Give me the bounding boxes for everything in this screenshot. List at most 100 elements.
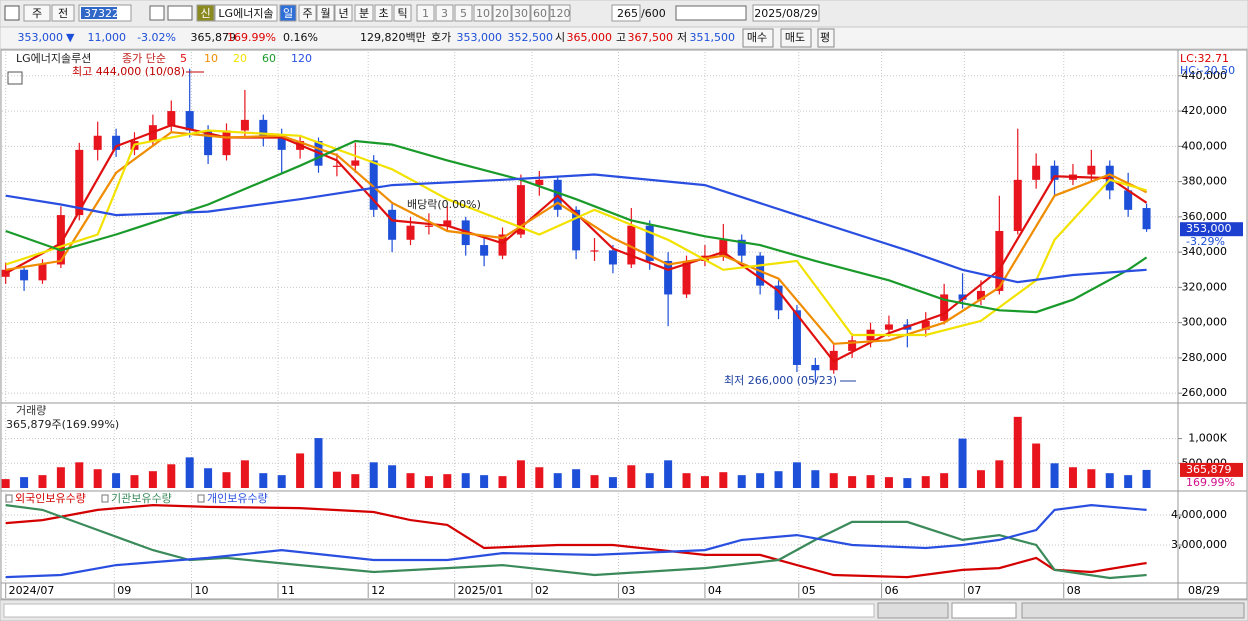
- selection: [81, 7, 117, 19]
- candle-body: [884, 324, 893, 330]
- toolbar-button[interactable]: [454, 4, 473, 22]
- toolbar-label[interactable]: 년: [338, 7, 348, 20]
- volume-bar: [995, 460, 1004, 488]
- volume-bar: [185, 457, 194, 488]
- toolbar-label[interactable]: 20: [495, 7, 509, 20]
- draw-tools[interactable]: [1021, 602, 1245, 619]
- table-icon[interactable]: [7, 71, 23, 85]
- toolbar-label[interactable]: 초: [378, 7, 388, 20]
- candle-body: [535, 179, 544, 186]
- toolbar-label[interactable]: 전: [58, 7, 68, 20]
- order-button[interactable]: [817, 28, 835, 48]
- legend-entry[interactable]: 개인보유수량: [207, 492, 268, 505]
- quote-label: 고: [616, 31, 626, 44]
- toolbar-button[interactable]: [354, 4, 374, 22]
- menu-icon[interactable]: [4, 5, 20, 21]
- candle-body: [112, 135, 121, 150]
- toolbar-label[interactable]: 2025/08/29: [754, 7, 817, 20]
- volume-bar: [1105, 473, 1114, 488]
- volume-bar: [1142, 469, 1151, 488]
- candle-body: [719, 239, 728, 256]
- order-button[interactable]: [780, 28, 812, 48]
- legend-entry[interactable]: 120: [291, 52, 312, 65]
- toolbar-label[interactable]: 30: [514, 7, 528, 20]
- zoom-slider[interactable]: [951, 602, 1017, 619]
- quote-label[interactable]: 매도: [785, 31, 805, 44]
- toolbar-button[interactable]: [298, 4, 317, 22]
- candle-body: [737, 239, 746, 256]
- candle-body: [1032, 165, 1041, 180]
- toolbar-label[interactable]: 60: [533, 7, 547, 20]
- volume-bar: [682, 473, 691, 488]
- toolbar-button[interactable]: [393, 4, 412, 22]
- toolbar-button[interactable]: [214, 4, 278, 22]
- toolbar-button[interactable]: [279, 4, 297, 22]
- legend-entry[interactable]: 60: [262, 52, 276, 65]
- candle-body: [480, 245, 489, 256]
- toolbar-button[interactable]: [51, 4, 75, 22]
- toolbar-button[interactable]: [473, 4, 493, 22]
- order-button[interactable]: [742, 28, 774, 48]
- y-tick-label: 1,000K: [1188, 432, 1227, 445]
- quote-label: -3.02%: [137, 31, 176, 44]
- toolbar-button[interactable]: [530, 4, 550, 22]
- toolbar-label[interactable]: 일: [283, 6, 293, 20]
- candle-body: [93, 135, 102, 150]
- toolbar-label[interactable]: 265: [617, 7, 638, 20]
- volume-bar: [811, 470, 820, 488]
- legend-entry[interactable]: 기관보유수량: [111, 492, 172, 505]
- toolbar-button[interactable]: [511, 4, 531, 22]
- volume-bar: [608, 477, 617, 488]
- toolbar-label[interactable]: 120: [550, 7, 571, 20]
- volume-bar: [1, 479, 10, 488]
- volume-bar: [332, 471, 341, 488]
- scroll-track[interactable]: [3, 603, 875, 618]
- toolbar-label[interactable]: 주: [302, 7, 312, 20]
- candle-body: [995, 230, 1004, 291]
- toolbar-label[interactable]: 373220: [84, 7, 126, 20]
- toolbar-label[interactable]: 월: [320, 7, 330, 20]
- toolbar-button[interactable]: [492, 4, 512, 22]
- toolbar-label[interactable]: 5: [460, 7, 467, 20]
- x-tick-label: 08: [1067, 584, 1081, 597]
- toolbar-button[interactable]: [23, 4, 51, 22]
- y-tick-label: 340,000: [1182, 245, 1228, 258]
- toolbar-button[interactable]: [416, 4, 435, 22]
- line: [5, 173, 1147, 284]
- quote-label[interactable]: 평: [820, 31, 830, 44]
- toolbar-label[interactable]: 분: [359, 7, 369, 20]
- legend-entry[interactable]: 5: [180, 52, 187, 65]
- toolbar-label[interactable]: 신: [200, 7, 210, 20]
- toolbar-button[interactable]: [196, 4, 215, 22]
- toolbar-label[interactable]: 틱: [397, 7, 407, 20]
- toolbar-button[interactable]: [549, 4, 571, 22]
- toolbar-button[interactable]: [316, 4, 335, 22]
- last-volume-box: [1180, 462, 1243, 477]
- toolbar-label[interactable]: 10: [476, 7, 490, 20]
- toolbar-button[interactable]: [611, 4, 641, 22]
- legend-entry[interactable]: 20: [233, 52, 247, 65]
- search-icon[interactable]: [149, 5, 165, 21]
- toolbar-button[interactable]: [752, 4, 820, 22]
- toolbar-button[interactable]: [435, 4, 454, 22]
- toolbar-label[interactable]: 3: [441, 7, 448, 20]
- legend-swatch: [197, 494, 205, 503]
- toolbar-button[interactable]: [374, 4, 393, 22]
- volume-bar: [645, 473, 654, 488]
- legend-entry[interactable]: 10: [204, 52, 218, 65]
- toolbar-label[interactable]: /600: [641, 7, 666, 20]
- volume-bar: [112, 473, 121, 488]
- candle-body: [204, 130, 213, 156]
- sound-icon[interactable]: [167, 5, 193, 21]
- toolbar-label[interactable]: 1: [422, 7, 429, 20]
- playback-buttons[interactable]: [877, 602, 949, 619]
- legend-entry[interactable]: 외국인보유수량: [15, 492, 86, 505]
- volume-bar: [774, 471, 783, 488]
- legend-title: LG에너지솔루션: [16, 52, 91, 65]
- y-tick-label: 420,000: [1182, 104, 1228, 117]
- toolbar-label[interactable]: LG에너지솔: [218, 7, 273, 20]
- quote-label[interactable]: 매수: [747, 31, 767, 44]
- toolbar-label[interactable]: 주: [32, 7, 42, 20]
- tool-icons[interactable]: [675, 5, 747, 21]
- toolbar-button[interactable]: [334, 4, 353, 22]
